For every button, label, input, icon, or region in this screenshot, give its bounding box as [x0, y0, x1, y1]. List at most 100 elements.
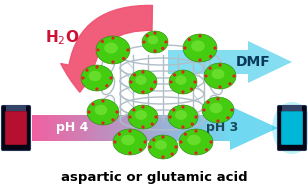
Circle shape — [213, 46, 217, 50]
Circle shape — [111, 118, 115, 121]
FancyBboxPatch shape — [168, 50, 248, 74]
Circle shape — [132, 108, 136, 112]
Circle shape — [217, 119, 220, 123]
Circle shape — [168, 115, 172, 119]
Text: aspartic or glutamic acid: aspartic or glutamic acid — [61, 171, 247, 184]
Circle shape — [101, 40, 104, 43]
Circle shape — [87, 110, 91, 114]
Ellipse shape — [148, 135, 178, 159]
Circle shape — [141, 70, 144, 74]
Ellipse shape — [191, 40, 205, 52]
Ellipse shape — [148, 36, 158, 44]
FancyBboxPatch shape — [278, 105, 306, 150]
Ellipse shape — [135, 110, 147, 120]
Circle shape — [230, 108, 233, 112]
Circle shape — [153, 49, 156, 53]
Ellipse shape — [168, 105, 198, 129]
Circle shape — [122, 57, 125, 60]
Ellipse shape — [129, 70, 157, 94]
Ellipse shape — [210, 103, 222, 113]
Circle shape — [148, 145, 152, 149]
Ellipse shape — [169, 70, 197, 94]
Circle shape — [154, 115, 158, 119]
Circle shape — [101, 121, 105, 125]
Circle shape — [128, 115, 132, 119]
Circle shape — [226, 116, 229, 119]
Polygon shape — [230, 106, 278, 150]
Circle shape — [188, 38, 191, 41]
Circle shape — [202, 108, 206, 112]
FancyBboxPatch shape — [5, 111, 27, 145]
Circle shape — [133, 73, 136, 77]
Circle shape — [173, 73, 176, 77]
Circle shape — [81, 76, 85, 80]
Circle shape — [198, 34, 202, 38]
Circle shape — [209, 67, 212, 70]
Ellipse shape — [87, 99, 119, 125]
Circle shape — [144, 140, 147, 144]
Ellipse shape — [183, 34, 217, 62]
Circle shape — [198, 58, 202, 62]
Circle shape — [194, 129, 198, 133]
Circle shape — [152, 138, 156, 142]
Circle shape — [116, 110, 119, 114]
Circle shape — [126, 48, 130, 52]
Circle shape — [209, 55, 212, 58]
Circle shape — [91, 103, 95, 106]
Circle shape — [181, 70, 184, 74]
Ellipse shape — [202, 97, 234, 123]
Text: pH 4: pH 4 — [56, 122, 88, 135]
Ellipse shape — [95, 105, 107, 115]
Ellipse shape — [121, 135, 135, 145]
Circle shape — [209, 140, 213, 144]
Circle shape — [181, 105, 184, 109]
Circle shape — [164, 40, 168, 44]
Ellipse shape — [175, 110, 187, 120]
Circle shape — [161, 47, 164, 50]
Circle shape — [141, 90, 144, 94]
Text: pH 3: pH 3 — [206, 122, 238, 135]
Circle shape — [113, 140, 117, 144]
Circle shape — [128, 151, 132, 155]
Circle shape — [181, 90, 184, 94]
Circle shape — [109, 76, 113, 80]
Circle shape — [141, 125, 144, 129]
Circle shape — [169, 80, 172, 84]
Ellipse shape — [81, 65, 113, 91]
Ellipse shape — [128, 105, 158, 129]
Ellipse shape — [187, 135, 201, 145]
Ellipse shape — [175, 75, 187, 85]
Circle shape — [150, 88, 153, 91]
Circle shape — [181, 125, 184, 129]
Circle shape — [191, 122, 194, 126]
Circle shape — [151, 122, 154, 126]
Circle shape — [128, 129, 132, 133]
Circle shape — [111, 60, 115, 64]
Circle shape — [101, 99, 105, 103]
Circle shape — [139, 148, 142, 151]
Ellipse shape — [212, 69, 225, 79]
Circle shape — [141, 105, 144, 109]
Circle shape — [153, 31, 156, 35]
Circle shape — [205, 148, 208, 151]
Circle shape — [105, 84, 108, 87]
Circle shape — [184, 133, 187, 136]
Circle shape — [205, 74, 208, 78]
Ellipse shape — [142, 31, 168, 53]
Polygon shape — [248, 41, 292, 83]
FancyBboxPatch shape — [2, 105, 30, 150]
Circle shape — [146, 34, 149, 37]
Circle shape — [111, 36, 115, 40]
Circle shape — [95, 87, 99, 91]
Circle shape — [218, 85, 221, 89]
Circle shape — [233, 74, 236, 78]
Circle shape — [217, 97, 220, 101]
FancyBboxPatch shape — [6, 105, 26, 111]
Circle shape — [194, 151, 198, 155]
Ellipse shape — [89, 71, 101, 81]
Circle shape — [206, 101, 210, 104]
Ellipse shape — [155, 140, 167, 150]
Circle shape — [174, 145, 178, 149]
Circle shape — [218, 63, 221, 67]
Circle shape — [193, 80, 197, 84]
